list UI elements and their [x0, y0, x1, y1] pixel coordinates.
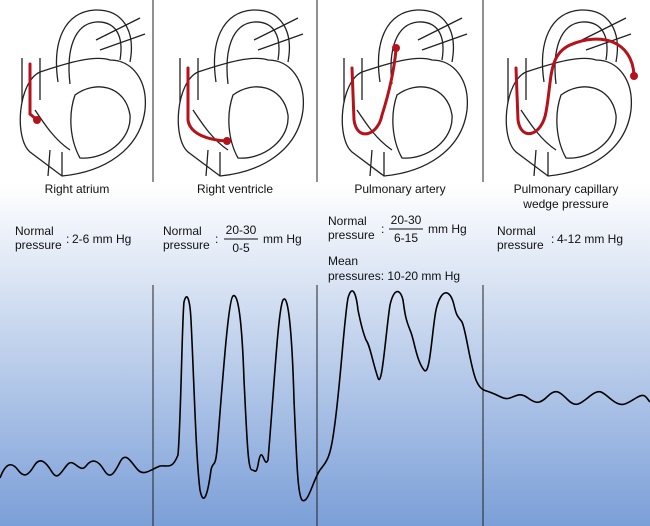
unit: mm Hg: [428, 222, 467, 236]
catheter: [350, 48, 398, 136]
mean-label: pressures: 10-20 mm Hg: [328, 269, 460, 283]
catheter-tip: [33, 116, 41, 124]
pressure-label: Normal: [15, 224, 54, 238]
systolic: 20-30: [391, 213, 422, 227]
catheter-tip: [630, 72, 638, 80]
pressure-label: Normal: [497, 224, 536, 238]
catheter-tip: [223, 137, 231, 145]
catheter-tip: [392, 44, 400, 52]
pressure-label: pressure: [15, 238, 62, 252]
separator: :: [66, 232, 69, 246]
pressure-label: Normal: [328, 214, 367, 228]
diastolic: 0-5: [232, 241, 250, 255]
catheter: [514, 37, 636, 136]
panel-label: Pulmonary artery: [354, 182, 445, 196]
catheter: [186, 66, 228, 143]
mean-label: Mean: [328, 254, 358, 268]
unit: mm Hg: [263, 232, 302, 246]
pressure-label: Normal: [163, 224, 202, 238]
systolic: 20-30: [226, 223, 257, 237]
panel-label: Right ventricle: [197, 182, 273, 196]
pressure-value: 2-6 mm Hg: [72, 232, 131, 246]
separator: :: [551, 232, 554, 246]
separator: :: [381, 222, 384, 236]
panel-label: Right atrium: [45, 182, 110, 196]
pressure-label: pressure: [163, 238, 210, 252]
separator: :: [215, 232, 218, 246]
pressure-label: pressure: [497, 238, 544, 252]
dividers: [152, 0, 484, 526]
pressure-label: pressure: [328, 228, 375, 242]
panel-label: Pulmonary capillary: [514, 182, 619, 196]
pressure-value: 4-12 mm Hg: [557, 232, 623, 246]
catheter: [28, 62, 38, 121]
diastolic: 6-15: [394, 231, 418, 245]
pressure-waveform: [0, 290, 650, 502]
panel-label: wedge pressure: [522, 197, 609, 211]
